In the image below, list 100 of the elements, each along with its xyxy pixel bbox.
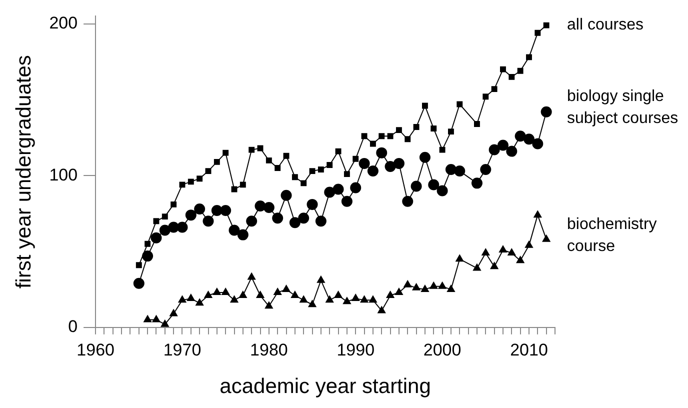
point xyxy=(532,138,544,150)
point xyxy=(228,224,240,236)
point xyxy=(170,309,178,316)
point xyxy=(220,205,232,216)
point xyxy=(246,216,258,227)
y-axis-title: first year undergraduates xyxy=(12,55,36,289)
point xyxy=(352,156,359,162)
point xyxy=(315,216,326,227)
point xyxy=(378,306,386,314)
point xyxy=(318,166,324,172)
x-tick-label: 2000 xyxy=(423,340,462,360)
y-tick-label: 0 xyxy=(68,317,78,336)
point xyxy=(516,256,524,264)
point xyxy=(386,291,394,298)
point xyxy=(248,272,256,280)
point xyxy=(474,121,480,127)
x-tick-label: 1990 xyxy=(336,340,375,360)
point xyxy=(395,288,403,295)
point xyxy=(292,174,298,180)
point xyxy=(280,190,292,201)
point xyxy=(274,165,281,171)
point xyxy=(534,30,541,36)
x-tick-label: 2010 xyxy=(510,340,548,360)
point xyxy=(384,160,396,172)
point xyxy=(196,298,204,306)
point xyxy=(332,184,344,195)
point xyxy=(222,288,230,295)
point xyxy=(204,291,212,298)
point xyxy=(439,146,446,153)
point xyxy=(497,140,508,151)
point xyxy=(456,101,463,108)
point xyxy=(170,201,177,208)
point xyxy=(344,171,350,178)
y-tick-label: 200 xyxy=(49,13,78,32)
point xyxy=(136,262,142,268)
point xyxy=(368,296,377,303)
point xyxy=(378,133,385,140)
point xyxy=(393,158,404,169)
point xyxy=(214,158,220,165)
y-tick-label: 100 xyxy=(49,165,78,184)
point xyxy=(300,296,308,303)
point xyxy=(525,240,533,248)
point xyxy=(350,182,362,194)
point xyxy=(238,291,247,298)
point xyxy=(264,302,273,309)
point xyxy=(162,214,168,220)
point xyxy=(517,68,524,74)
point xyxy=(514,130,526,142)
point xyxy=(153,218,160,224)
point xyxy=(283,152,290,159)
point xyxy=(178,296,186,303)
point xyxy=(430,282,438,289)
point xyxy=(448,128,454,135)
point xyxy=(256,291,264,298)
x-tick-label: 1970 xyxy=(163,340,202,360)
point xyxy=(508,248,516,256)
point xyxy=(263,202,274,213)
point xyxy=(196,176,203,182)
series-label: biology single subject courses xyxy=(567,88,678,128)
point xyxy=(387,133,394,140)
point xyxy=(471,178,482,189)
point xyxy=(326,162,333,168)
point xyxy=(222,150,229,156)
point xyxy=(396,127,402,134)
series-label: all courses xyxy=(567,16,644,34)
point xyxy=(341,196,352,207)
point xyxy=(410,180,422,192)
point xyxy=(430,126,437,132)
point xyxy=(230,296,238,303)
point xyxy=(300,180,307,186)
point xyxy=(419,152,430,163)
point xyxy=(144,240,151,247)
point xyxy=(326,296,334,303)
point xyxy=(428,179,440,190)
point xyxy=(282,284,290,292)
point xyxy=(133,278,144,289)
point xyxy=(194,203,206,214)
point xyxy=(361,133,368,140)
point xyxy=(309,168,316,174)
point xyxy=(308,300,316,308)
point xyxy=(142,250,154,262)
point xyxy=(526,54,532,60)
point xyxy=(454,166,466,177)
point xyxy=(205,168,212,174)
point xyxy=(237,229,248,240)
point xyxy=(488,144,500,156)
point xyxy=(290,291,299,298)
point xyxy=(422,102,428,109)
point xyxy=(289,217,300,228)
point xyxy=(540,106,552,118)
point xyxy=(306,198,318,210)
point xyxy=(456,254,464,262)
point xyxy=(176,222,188,233)
point xyxy=(248,146,255,153)
point xyxy=(376,147,388,158)
x-tick-label: 1980 xyxy=(250,340,288,360)
point xyxy=(352,294,360,302)
point xyxy=(404,136,411,142)
point xyxy=(152,315,160,322)
point xyxy=(490,262,498,270)
